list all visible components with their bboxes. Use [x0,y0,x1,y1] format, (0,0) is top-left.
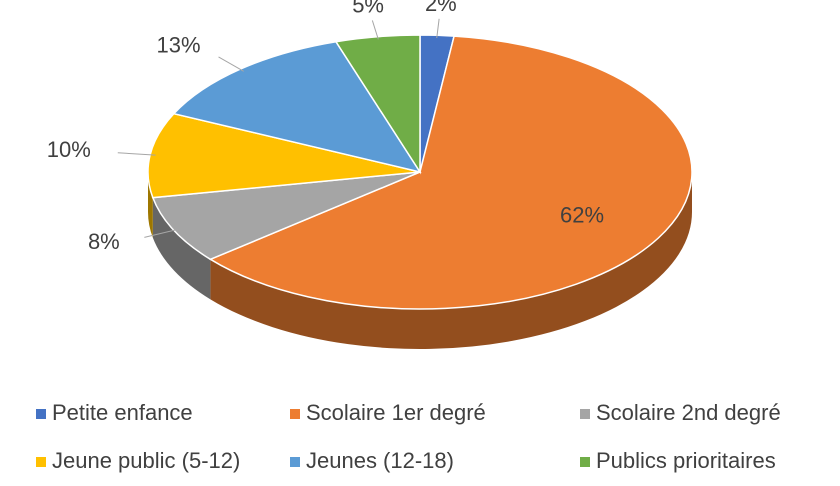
legend-swatch [580,457,590,467]
pie-slice [208,35,693,310]
legend-label: Petite enfance [52,400,193,425]
data-label: 2% [425,0,457,16]
legend-swatch [580,409,590,419]
leader-line [218,56,244,72]
leader-line [144,228,179,238]
leader-line [436,18,440,39]
pie-side [210,172,692,349]
data-label: 13% [157,32,201,57]
legend-label: Scolaire 1er degré [306,400,486,425]
legend-swatch [36,457,46,467]
leader-line [371,20,379,40]
legend-label: Jeune public (5-12) [52,448,240,473]
leader-line [117,152,156,156]
data-label: 62% [560,203,604,228]
legend-label: Scolaire 2nd degré [596,400,781,425]
data-label: 8% [88,229,120,254]
legend-label: Jeunes (12-18) [306,448,454,473]
legend-label: Publics prioritaires [596,448,776,473]
legend-swatch [36,409,46,419]
data-label: 5% [352,0,384,18]
legend-swatch [290,409,300,419]
data-label: 10% [47,137,91,162]
legend-swatch [290,457,300,467]
